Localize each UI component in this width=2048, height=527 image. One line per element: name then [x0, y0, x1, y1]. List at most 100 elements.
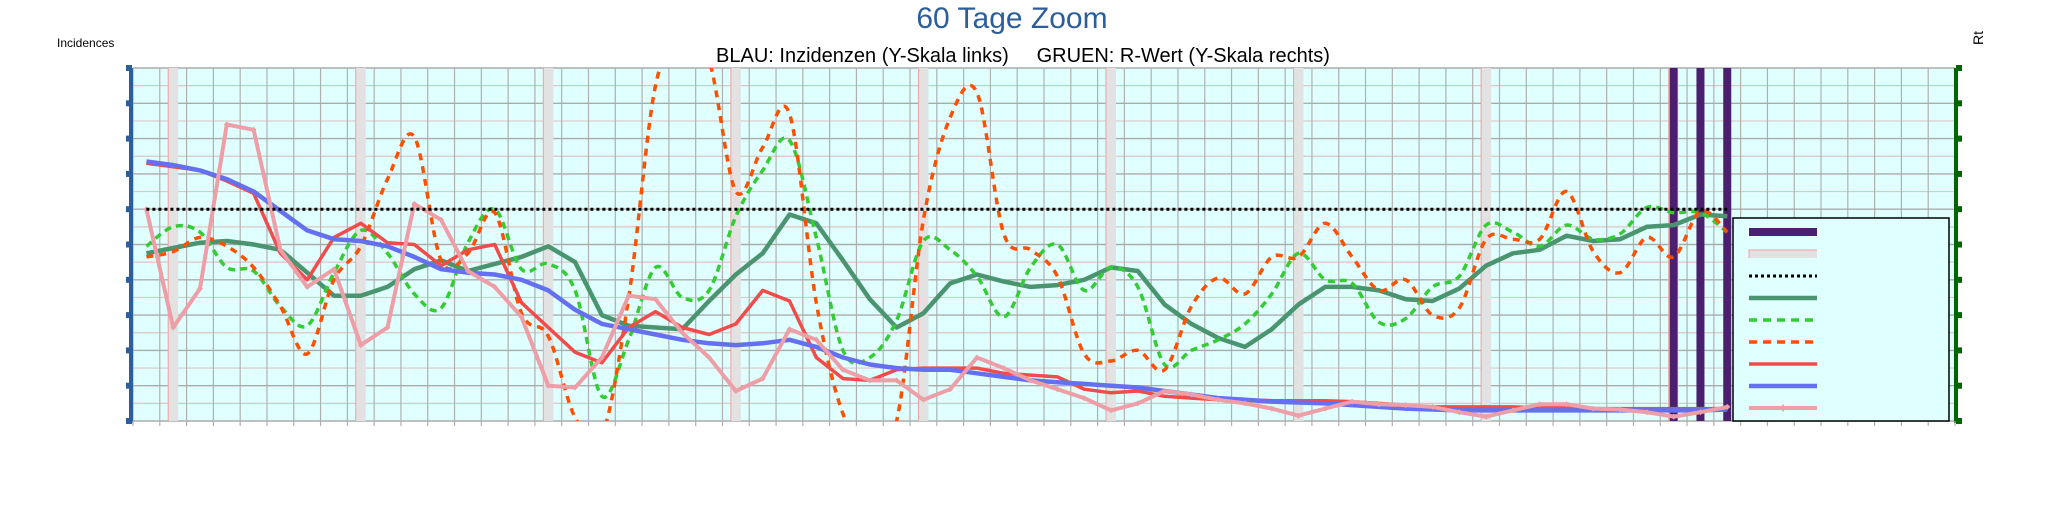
- left-axis-tick: [126, 65, 132, 71]
- not-yet-stable-bar: [1723, 68, 1732, 421]
- left-axis-tick: [126, 241, 132, 248]
- data-point-daily-new-cases: [920, 396, 927, 403]
- left-axis-tick: [126, 382, 132, 389]
- sunday-band: [355, 68, 366, 421]
- data-point-daily-new-cases: [893, 377, 900, 384]
- data-point-daily-new-cases: [1134, 400, 1141, 407]
- right-axis-tick: [1956, 170, 1962, 177]
- data-point-daily-new-cases: [1108, 407, 1114, 414]
- not-yet-stable-bar: [1669, 68, 1678, 421]
- sunday-band: [1481, 68, 1492, 421]
- data-point-daily-new-cases: [840, 366, 846, 373]
- legend-item: [1749, 228, 1817, 236]
- data-point-daily-new-cases: [652, 296, 659, 303]
- data-point-daily-new-cases: [1483, 413, 1490, 420]
- right-axis-tick: [1956, 276, 1962, 283]
- right-axis-tick: [1956, 206, 1962, 213]
- sunday-band: [168, 68, 179, 421]
- data-point-daily-new-cases: [1000, 365, 1007, 372]
- right-axis-tick: [1956, 312, 1962, 319]
- left-axis-tick: [126, 347, 132, 354]
- data-point-daily-new-cases: [1161, 388, 1168, 394]
- data-point-daily-new-cases: [1295, 412, 1302, 419]
- data-point-daily-new-cases: [786, 326, 793, 333]
- data-point-daily-new-cases: [411, 200, 418, 207]
- data-point-daily-new-cases: [1643, 409, 1650, 416]
- plot-area: [126, 65, 1962, 426]
- right-axis-tick: [1956, 241, 1962, 248]
- data-point-daily-new-cases: [1188, 391, 1195, 398]
- data-point-daily-new-cases: [598, 354, 605, 361]
- data-point-daily-new-cases: [1322, 405, 1329, 412]
- left-axis-tick: [126, 135, 132, 142]
- data-point-daily-new-cases: [518, 313, 525, 320]
- data-point-daily-new-cases: [1509, 407, 1516, 414]
- data-point-daily-new-cases: [974, 354, 980, 361]
- sunday-band: [1105, 68, 1116, 421]
- data-point-daily-new-cases: [1215, 396, 1222, 403]
- series-line-7d-avg: [146, 159, 1728, 413]
- right-axis-tick: [1956, 347, 1962, 354]
- data-point-daily-new-cases: [545, 382, 552, 389]
- data-point-daily-new-cases: [170, 324, 177, 331]
- data-point-daily-new-cases: [1670, 413, 1677, 420]
- data-point-daily-new-cases: [1563, 401, 1570, 408]
- data-point-daily-new-cases: [572, 384, 579, 391]
- data-point-daily-new-cases: [1242, 400, 1248, 407]
- data-point-daily-new-cases: [759, 375, 766, 382]
- sunday-band: [1293, 68, 1304, 421]
- data-point-daily-new-cases: [679, 329, 686, 336]
- left-axis-tick: [126, 276, 132, 283]
- data-point-daily-new-cases: [1697, 409, 1704, 416]
- data-point-daily-new-cases: [357, 342, 364, 349]
- data-point-daily-new-cases: [1536, 401, 1543, 408]
- legend-swatch-sunday: [1749, 250, 1817, 258]
- legend: [1732, 217, 1950, 422]
- right-axis-tick: [1956, 382, 1962, 389]
- data-point-daily-new-cases: [1349, 398, 1356, 405]
- data-point-daily-new-cases: [1054, 386, 1061, 393]
- data-point-daily-new-cases: [223, 121, 230, 128]
- data-point-daily-new-cases: [1617, 406, 1624, 413]
- legend-marker-daily-new-cases: [1780, 404, 1786, 412]
- left-axis-tick: [126, 418, 132, 424]
- data-point-daily-new-cases: [866, 377, 873, 384]
- series-line-rt-4d: [145, 212, 1728, 350]
- legend-swatch-sunday-edge: [1748, 249, 1817, 258]
- legend-item: [1749, 404, 1817, 412]
- data-point-daily-new-cases: [1027, 377, 1034, 384]
- legend-item: [1748, 249, 1817, 258]
- data-point-daily-new-cases: [1402, 402, 1409, 409]
- data-point-daily-new-cases: [732, 388, 739, 394]
- not-yet-stable-bar: [1696, 68, 1705, 421]
- data-point-daily-new-cases: [1081, 395, 1088, 402]
- legend-swatch-not-yet-stable: [1749, 228, 1817, 236]
- data-point-daily-new-cases: [250, 126, 257, 133]
- data-point-daily-new-cases: [277, 246, 284, 253]
- data-point-daily-new-cases: [947, 386, 954, 393]
- right-axis-tick: [1956, 418, 1962, 424]
- right-axis-tick: [1956, 135, 1962, 142]
- y-axis-right-label: Rt: [1970, 31, 1986, 45]
- right-axis-tick: [1956, 100, 1962, 107]
- series-line-rt-1d: [145, 136, 1729, 399]
- left-axis-tick: [126, 100, 132, 107]
- series-group: [143, 68, 1732, 421]
- data-point-daily-new-cases: [197, 285, 203, 292]
- data-point-daily-new-cases: [384, 324, 391, 331]
- data-point-daily-new-cases: [491, 283, 498, 290]
- data-point-daily-new-cases: [1590, 405, 1597, 412]
- left-axis-tick: [126, 312, 132, 319]
- data-point-daily-new-cases: [813, 336, 820, 343]
- y-axis-left-label: Incidences: [57, 36, 114, 50]
- data-point-daily-new-cases: [1456, 409, 1463, 416]
- data-point-daily-new-cases: [304, 283, 311, 290]
- sunday-band: [918, 68, 929, 421]
- data-point-daily-new-cases: [438, 216, 445, 223]
- data-point-daily-new-cases: [1268, 405, 1275, 412]
- right-axis-tick: [1956, 65, 1962, 71]
- sunday-band: [730, 68, 741, 421]
- left-axis-tick: [126, 206, 132, 213]
- series-line-daily-new-cases: [144, 122, 1728, 419]
